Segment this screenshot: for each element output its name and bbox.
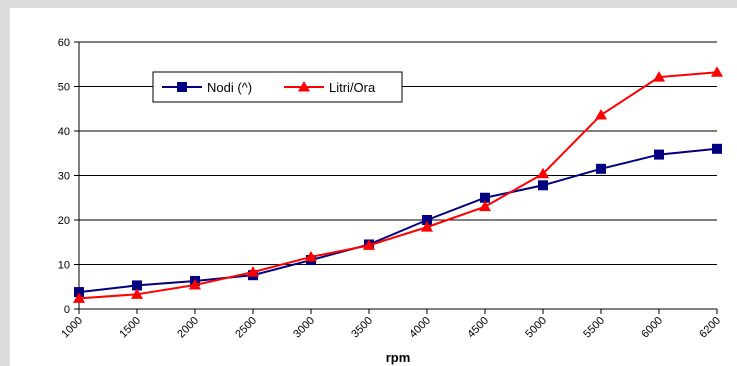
x-tick-label: 5000: [523, 315, 549, 341]
y-tick-label: 0: [64, 304, 70, 316]
x-tick-label: 5500: [581, 315, 607, 341]
square-marker: [712, 143, 722, 154]
square-marker: [480, 192, 490, 203]
series-line: [78, 147, 718, 294]
square-marker: [538, 180, 548, 191]
x-tick-labels: 1000 1500 2000 2500 3000 3500 4000 4500 5000 5500…: [59, 315, 723, 341]
axes: [74, 41, 718, 314]
square-marker: [654, 149, 664, 160]
triangle-marker: [247, 266, 259, 277]
triangle-marker: [595, 108, 607, 120]
y-tick-label: 10: [58, 260, 70, 272]
x-tick-label: 6200: [697, 315, 723, 341]
x-tick-label: 3000: [291, 315, 317, 341]
series-litri-ora: [73, 66, 723, 303]
triangle-marker: [421, 221, 433, 232]
square-marker: [596, 163, 606, 174]
triangle-marker: [305, 250, 317, 262]
x-tick-label: 2500: [233, 315, 259, 341]
x-axis-title: rpm: [386, 350, 411, 365]
triangle-marker: [711, 66, 723, 77]
x-tick-label: 1000: [59, 315, 85, 341]
x-tick-label: 3500: [349, 315, 375, 341]
x-tick-label: 4500: [465, 315, 491, 341]
triangle-marker: [73, 292, 85, 303]
triangle-marker: [479, 200, 491, 212]
y-tick-label: 50: [58, 82, 70, 94]
triangle-marker: [653, 71, 665, 82]
triangle-marker: [189, 278, 201, 290]
line-chart: 0 10 20 30 40 50 60 1000 1500 2000 2500 3000 3500 40…: [58, 37, 723, 365]
legend-label: Litri/Ora: [329, 80, 376, 95]
triangle-marker: [537, 167, 549, 179]
triangle-marker: [131, 288, 143, 299]
chart-frame: 0 10 20 30 40 50 60 1000 1500 2000 2500 3000 3500 40…: [10, 8, 737, 366]
y-tick-label: 30: [58, 171, 70, 183]
square-marker: [177, 82, 187, 92]
square-marker: [74, 287, 84, 298]
y-tick-labels: 0 10 20 30 40 50 60: [58, 37, 70, 316]
x-tick-label: 2000: [175, 315, 201, 341]
series: [73, 66, 723, 303]
legend-label: Nodi (^): [207, 80, 252, 95]
triangle-marker: [363, 239, 375, 250]
x-tick-label: 1500: [117, 315, 143, 341]
series-line: [78, 71, 718, 300]
y-tick-label: 60: [58, 37, 70, 49]
square-marker: [422, 215, 432, 225]
square-marker: [132, 280, 142, 291]
x-tick-label: 4000: [407, 315, 433, 341]
y-tick-label: 40: [58, 126, 70, 138]
legend: Nodi (^) Litri/Ora: [152, 71, 403, 103]
y-tick-label: 20: [58, 215, 70, 227]
triangle-marker: [298, 81, 310, 92]
x-tick-label: 6000: [639, 315, 665, 341]
